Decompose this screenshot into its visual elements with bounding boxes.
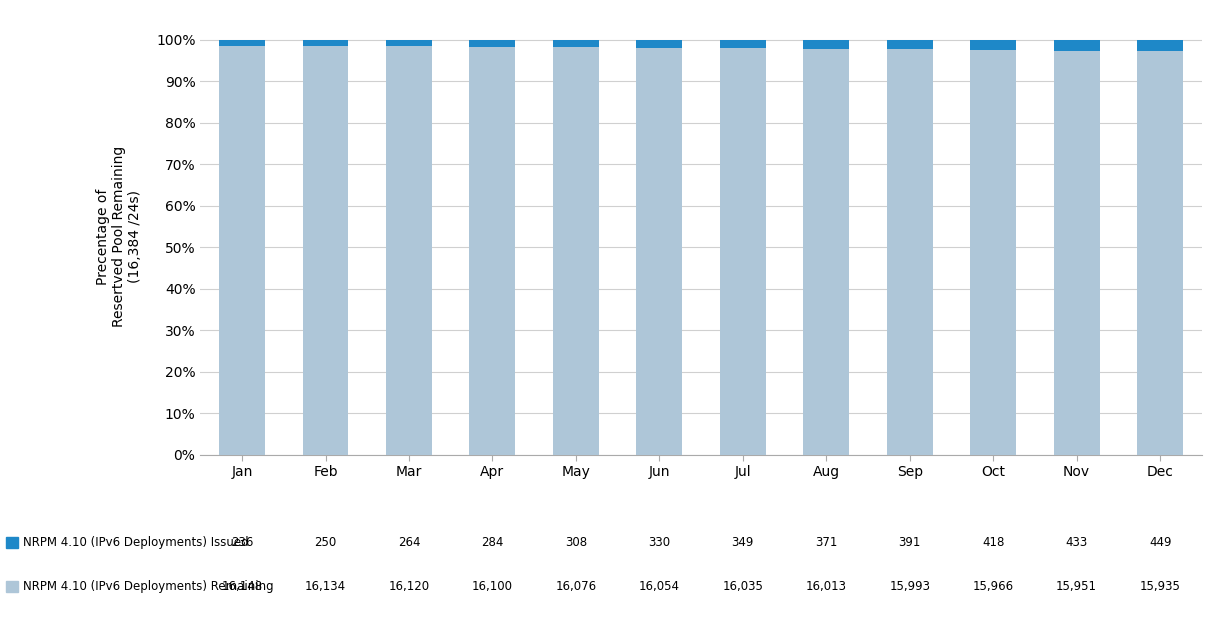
Text: 330: 330: [648, 536, 670, 549]
Text: 371: 371: [815, 536, 838, 549]
Text: 16,100: 16,100: [472, 580, 514, 593]
Bar: [720, 40, 766, 48]
Text: 284: 284: [481, 536, 504, 549]
Y-axis label: Precentage of
Resertved Pool Remaining
(16,384 /24s): Precentage of Resertved Pool Remaining (…: [96, 146, 142, 327]
Bar: [386, 40, 432, 46]
Text: NRPM 4.10 (IPv6 Deployments) Remaining: NRPM 4.10 (IPv6 Deployments) Remaining: [23, 580, 273, 593]
Text: 15,993: 15,993: [889, 580, 930, 593]
Bar: [470, 40, 516, 47]
Text: 16,076: 16,076: [555, 580, 596, 593]
Text: 308: 308: [565, 536, 586, 549]
Text: 433: 433: [1066, 536, 1088, 549]
Bar: [302, 46, 348, 455]
Bar: [970, 50, 1016, 455]
Text: 418: 418: [982, 536, 1004, 549]
Bar: [804, 49, 850, 455]
Bar: [302, 40, 348, 46]
Bar: [886, 40, 932, 50]
Bar: [219, 46, 265, 455]
Bar: [1054, 51, 1100, 455]
Bar: [720, 48, 766, 455]
Text: 16,054: 16,054: [639, 580, 680, 593]
Text: NRPM 4.10 (IPv6 Deployments) Issued: NRPM 4.10 (IPv6 Deployments) Issued: [23, 536, 249, 549]
Text: 16,134: 16,134: [305, 580, 346, 593]
Text: 16,035: 16,035: [722, 580, 764, 593]
Text: 236: 236: [231, 536, 254, 549]
Text: 15,951: 15,951: [1056, 580, 1097, 593]
Bar: [552, 48, 599, 455]
Text: 15,935: 15,935: [1140, 580, 1180, 593]
Bar: [804, 40, 850, 49]
Bar: [386, 46, 432, 455]
Text: 16,148: 16,148: [221, 580, 262, 593]
Bar: [636, 40, 682, 48]
Bar: [1138, 40, 1184, 51]
Text: 16,013: 16,013: [806, 580, 847, 593]
Bar: [636, 48, 682, 455]
Bar: [470, 47, 516, 455]
Bar: [552, 40, 599, 48]
Text: 15,966: 15,966: [972, 580, 1014, 593]
Text: 16,120: 16,120: [388, 580, 430, 593]
Text: 250: 250: [314, 536, 336, 549]
Text: 449: 449: [1148, 536, 1172, 549]
Bar: [970, 40, 1016, 50]
Bar: [1138, 51, 1184, 455]
Bar: [1054, 40, 1100, 51]
Bar: [886, 50, 932, 455]
Text: 349: 349: [732, 536, 754, 549]
Text: 391: 391: [898, 536, 921, 549]
Text: 264: 264: [398, 536, 420, 549]
Bar: [219, 40, 265, 46]
